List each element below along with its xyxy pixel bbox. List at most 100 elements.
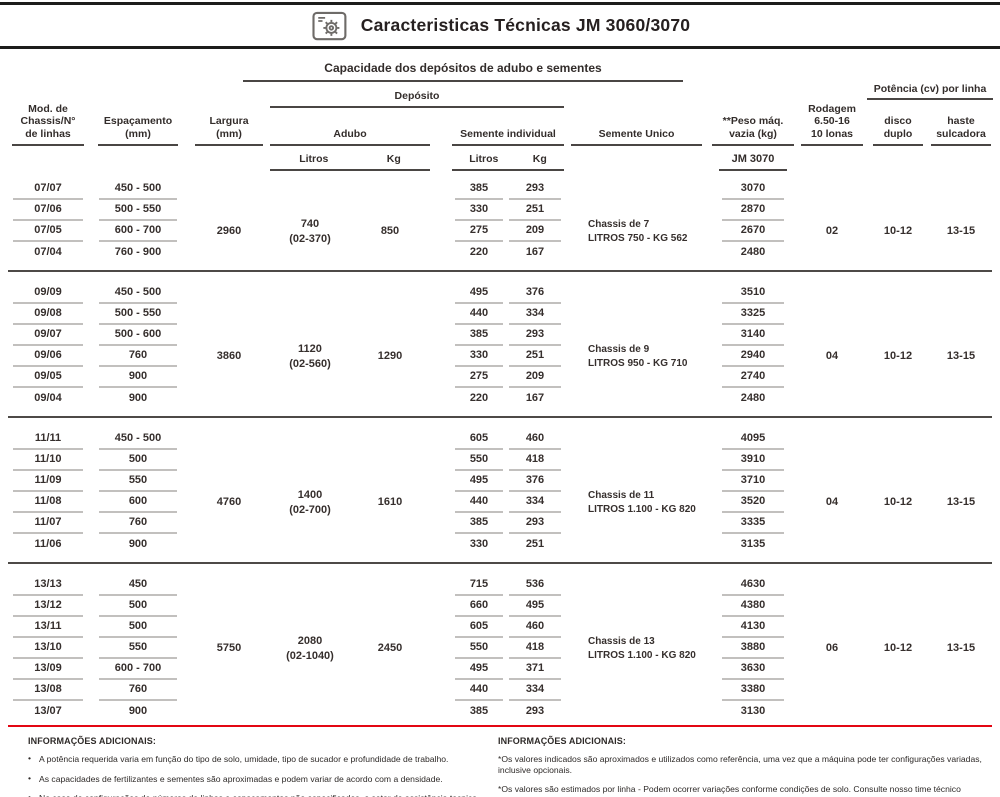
- red-divider: [8, 725, 992, 727]
- largura-value: 3860: [216, 350, 242, 363]
- col-semente-unico: Semente Unico: [571, 82, 702, 146]
- sem-litros-cell: 330: [469, 538, 489, 550]
- chassis-cell: 07/06: [13, 200, 83, 221]
- sem-kg-cell: 251: [509, 200, 561, 221]
- semente-units: Litros Kg: [452, 146, 564, 171]
- espacamento-cell: 450 - 500: [99, 283, 177, 304]
- semente-unico-value: Chassis de 11 LITROS 1.100 - KG 820: [588, 490, 696, 515]
- col-chassis: Mod. de Chassis/N° de linhas: [12, 82, 84, 146]
- chassis-cell: 13/09: [13, 659, 83, 680]
- sem-kg-cell: 209: [509, 221, 561, 242]
- espacamento-cell: 500 - 550: [99, 304, 177, 325]
- peso-cell: 3335: [722, 513, 784, 534]
- sem-kg-cell: 495: [509, 596, 561, 617]
- sem-litros-cell: 220: [469, 246, 489, 258]
- espacamento-cell: 500: [99, 617, 177, 638]
- peso-cell: 2670: [722, 221, 784, 242]
- chassis-cell: 11/09: [13, 471, 83, 492]
- rodagem-value: 06: [825, 642, 839, 655]
- peso-cell: 3325: [722, 304, 784, 325]
- sem-litros-cell: 495: [455, 471, 503, 492]
- sem-kg-cell: 376: [509, 471, 561, 492]
- chassis-cell: 13/11: [13, 617, 83, 638]
- footnote-bullet: A potência requerida varia em função do …: [28, 753, 490, 765]
- adubo-kg-value: 1290: [377, 350, 403, 363]
- sem-kg-cell: 334: [509, 304, 561, 325]
- peso-model-label: JM 3070: [719, 146, 787, 171]
- sem-litros-cell: 495: [455, 283, 503, 304]
- largura-value: 5750: [216, 642, 242, 655]
- adubo-litros-value: 1120 (02-560): [289, 343, 331, 370]
- sem-litros-cell: 440: [455, 492, 503, 513]
- footnote-bullet: No caso de configurações de números de l…: [28, 792, 490, 797]
- chassis-cell: 07/07: [13, 179, 83, 200]
- haste-sulcadora-value: 13-15: [946, 350, 976, 363]
- col-deposito: Depósito: [270, 82, 564, 108]
- espacamento-cell: 550: [99, 638, 177, 659]
- peso-cell: 3070: [722, 179, 784, 200]
- adubo-litros-value: 2080 (02-1040): [286, 635, 334, 662]
- largura-value: 4760: [216, 496, 242, 509]
- peso-cell: 4095: [722, 429, 784, 450]
- espacamento-cell: 500 - 550: [99, 200, 177, 221]
- rodagem-value: 02: [825, 225, 839, 238]
- sem-litros-cell: 385: [455, 513, 503, 534]
- peso-cell: 3135: [740, 538, 766, 550]
- peso-cell: 2940: [722, 346, 784, 367]
- col-peso: **Peso máq. vazia (kg): [712, 82, 794, 146]
- adubo-litros-value: 740 (02-370): [289, 218, 331, 245]
- sem-litros-cell: 440: [455, 304, 503, 325]
- disco-duplo-value: 10-12: [883, 496, 913, 509]
- semente-unico-value: Chassis de 13 LITROS 1.100 - KG 820: [588, 636, 696, 661]
- sem-kg-cell: 167: [525, 246, 545, 258]
- footnotes-left-heading: INFORMAÇÕES ADICIONAIS:: [28, 736, 156, 746]
- footnotes: INFORMAÇÕES ADICIONAIS: A potência reque…: [0, 727, 1000, 797]
- espacamento-cell: 900: [99, 367, 177, 388]
- semente-unico-value: Chassis de 9 LITROS 950 - KG 710: [588, 344, 688, 369]
- espacamento-cell: 900: [128, 392, 148, 404]
- espacamento-cell: 900: [128, 538, 148, 550]
- sem-litros-cell: 275: [455, 367, 503, 388]
- sem-kg-cell: 460: [509, 617, 561, 638]
- sem-kg-cell: 293: [509, 513, 561, 534]
- espacamento-cell: 500: [99, 596, 177, 617]
- sem-litros-cell: 330: [455, 346, 503, 367]
- sem-litros-cell: 605: [455, 429, 503, 450]
- chassis-cell: 07/04: [34, 246, 62, 258]
- sem-litros-cell: 385: [469, 705, 489, 717]
- sem-litros-cell: 605: [455, 617, 503, 638]
- rodagem-value: 04: [825, 496, 839, 509]
- peso-cell: 3910: [722, 450, 784, 471]
- chassis-cell: 11/06: [34, 538, 62, 550]
- espacamento-cell: 500 - 600: [99, 325, 177, 346]
- chassis-cell: 07/05: [13, 221, 83, 242]
- chassis-cell: 09/08: [13, 304, 83, 325]
- peso-cell: 2480: [740, 392, 766, 404]
- footnotes-right-heading: INFORMAÇÕES ADICIONAIS:: [498, 736, 626, 746]
- sem-litros-cell: 495: [455, 659, 503, 680]
- chassis-cell: 09/06: [13, 346, 83, 367]
- sem-kg-cell: 209: [509, 367, 561, 388]
- chassis-group: 3860 1120 (02-560) 1290 Chassis de 9 LITROS…: [0, 283, 1000, 409]
- page-title: Caracteristicas Técnicas JM 3060/3070: [360, 15, 691, 35]
- disco-duplo-value: 10-12: [883, 225, 913, 238]
- footnote-bullet: As capacidades de fertilizantes e sement…: [28, 773, 490, 785]
- adubo-kg-label: Kg: [386, 152, 401, 165]
- chassis-cell: 13/12: [13, 596, 83, 617]
- sem-litros-cell: 550: [455, 450, 503, 471]
- group-separator: [8, 562, 992, 564]
- sem-litros-cell: 550: [455, 638, 503, 659]
- adubo-units: Litros Kg: [270, 146, 430, 171]
- peso-cell: 3140: [722, 325, 784, 346]
- peso-cell: 4380: [722, 596, 784, 617]
- sem-kg-cell: 460: [509, 429, 561, 450]
- sem-kg-cell: 418: [509, 638, 561, 659]
- sem-kg-cell: 167: [525, 392, 545, 404]
- sem-kg-cell: 293: [525, 705, 545, 717]
- sem-litros-cell: 385: [455, 179, 503, 200]
- col-potencia: Potência (cv) por linha: [867, 82, 993, 101]
- largura-value: 2960: [216, 225, 242, 238]
- sem-kg-cell: 334: [509, 492, 561, 513]
- chassis-cell: 13/07: [34, 705, 62, 717]
